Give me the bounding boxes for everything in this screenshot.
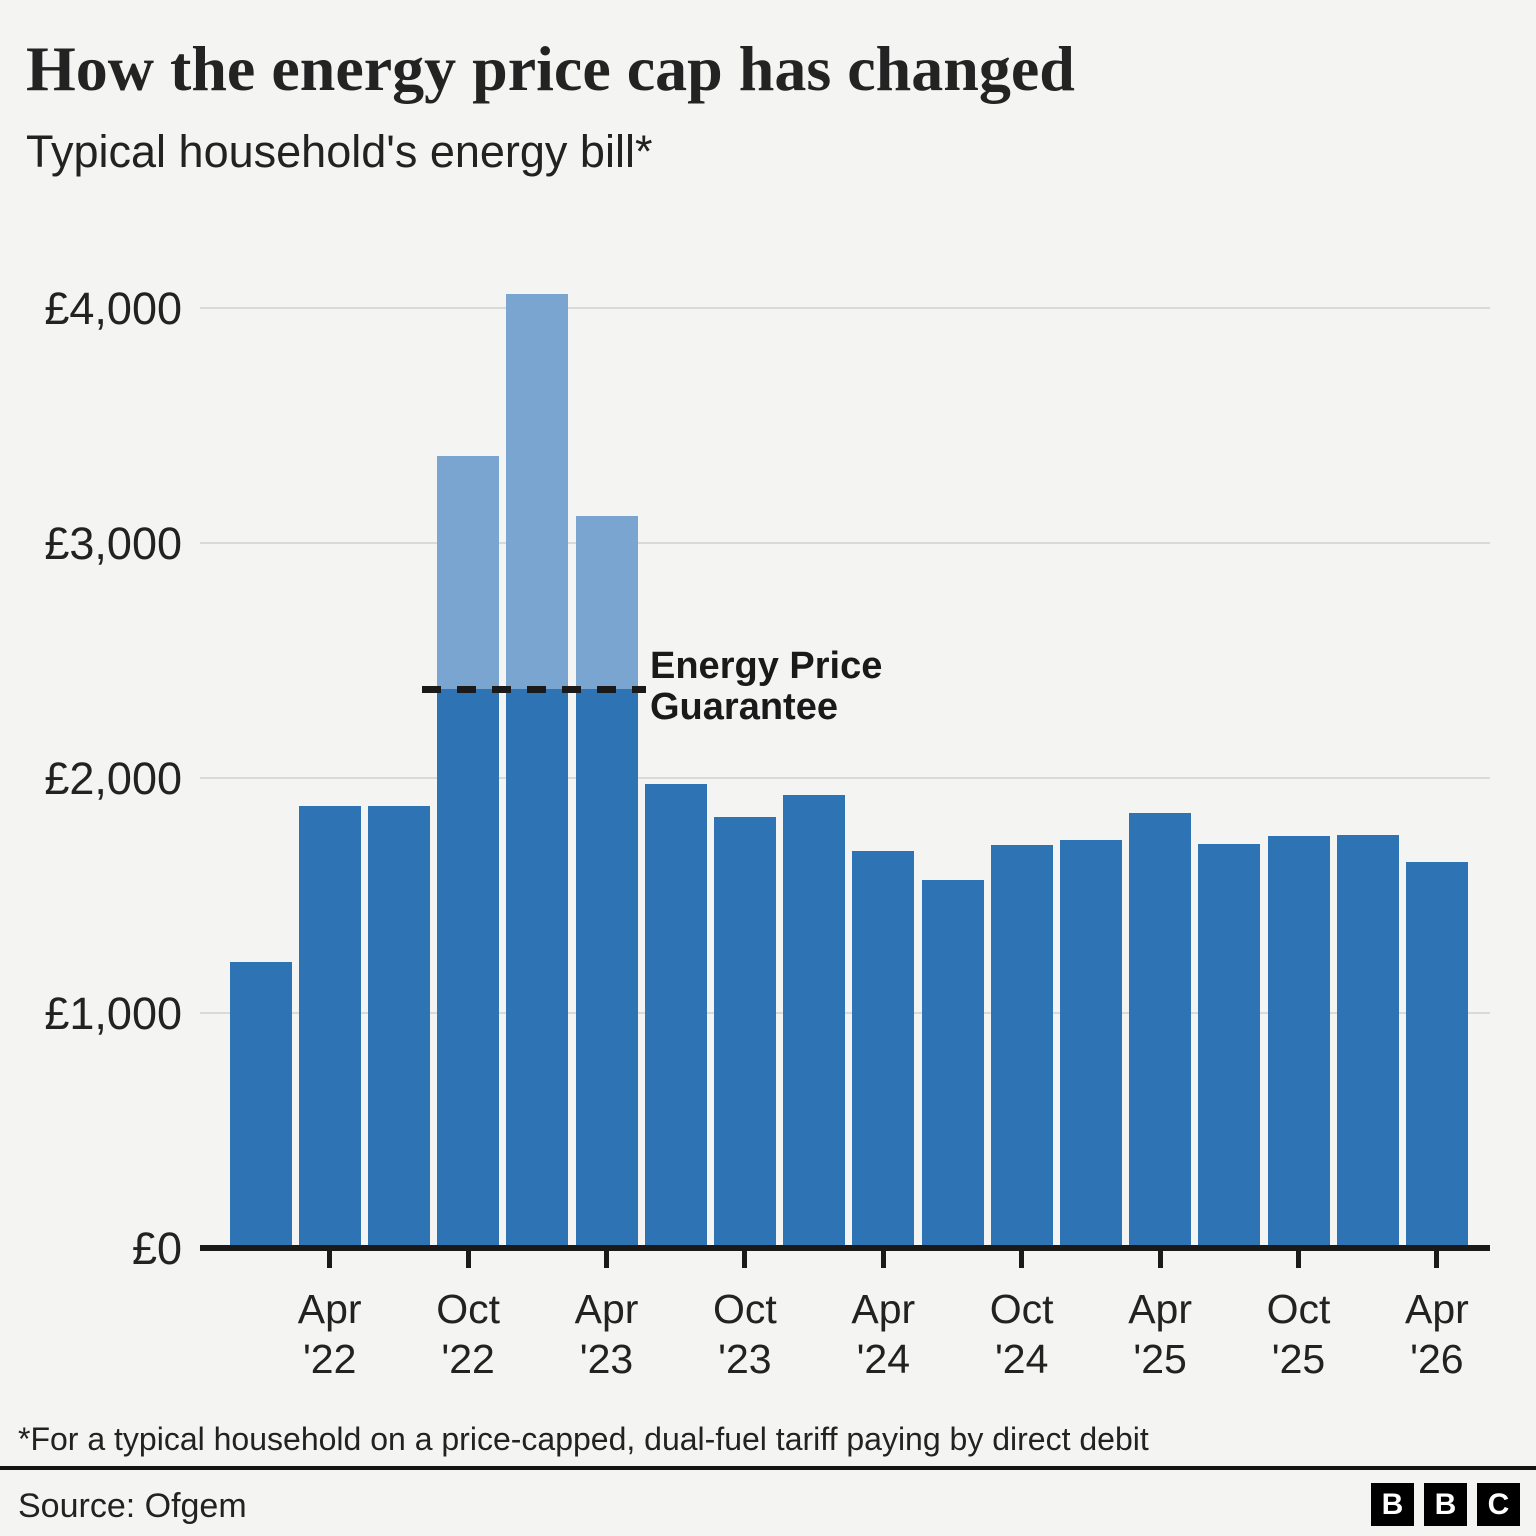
x-tick-Oct-'24	[1019, 1251, 1025, 1268]
x-axis-label-Apr-'25: Apr '25	[1128, 1286, 1192, 1382]
bar-Oct '23	[714, 817, 776, 1248]
bar-above-guarantee-Apr '23	[576, 515, 638, 689]
x-axis-label-Oct-'24: Oct '24	[989, 1286, 1054, 1382]
footer-divider	[0, 1466, 1536, 1470]
x-axis-label-Apr-'22: Apr '22	[297, 1286, 362, 1382]
y-axis-label-0: £0	[131, 1223, 182, 1274]
x-axis-label-Apr-'23: Apr '23	[574, 1286, 639, 1382]
energy-price-guarantee-annotation-line2: Guarantee	[650, 686, 838, 728]
x-tick-Oct-'25	[1296, 1251, 1301, 1268]
gridline-3000	[200, 542, 1490, 544]
energy-price-guarantee-annotation: Energy Price Guarantee	[650, 646, 882, 728]
bbc-logo-block-2: B	[1424, 1483, 1467, 1526]
y-axis-label-2000: £2,000	[44, 753, 182, 804]
bar-Jul '23	[645, 783, 707, 1248]
bar-Jan '25	[1060, 839, 1122, 1248]
source-label: Source: Ofgem	[18, 1487, 247, 1525]
x-tick-Apr-'24	[880, 1251, 886, 1268]
y-axis-label-4000: £4,000	[44, 283, 182, 334]
x-tick-Apr-'22	[327, 1251, 333, 1268]
bar-Jan '23	[506, 688, 568, 1248]
bbc-logo: B B C	[1371, 1483, 1520, 1526]
bbc-logo-block-3: C	[1477, 1483, 1520, 1526]
y-axis-label-1000: £1,000	[44, 988, 182, 1039]
bar-Apr '23	[576, 688, 638, 1248]
bar-above-guarantee-Jan '23	[506, 294, 568, 689]
x-axis-label-Oct-'22: Oct '22	[436, 1286, 500, 1382]
gridline-1000	[200, 1012, 1490, 1014]
gridline-4000	[200, 307, 1490, 309]
bbc-logo-block-1: B	[1371, 1483, 1414, 1526]
x-axis-label-Apr-'24: Apr '24	[851, 1286, 916, 1382]
page-subtitle: Typical household's energy bill*	[26, 126, 653, 177]
energy-price-guarantee-dashed-line	[422, 685, 646, 693]
chart-footnote: *For a typical household on a price-capp…	[18, 1421, 1149, 1457]
page-title: How the energy price cap has changed	[26, 33, 1075, 104]
bar-Apr '22	[299, 806, 361, 1248]
gridline-2000	[200, 777, 1490, 779]
bar-Apr '24	[852, 850, 914, 1248]
x-axis-label-Oct-'25: Oct '25	[1266, 1286, 1331, 1382]
x-axis-label-Oct-'23: Oct '23	[712, 1286, 777, 1382]
x-axis-line	[200, 1245, 1490, 1251]
bar-above-guarantee-Oct '22	[437, 456, 499, 689]
energy-price-guarantee-annotation-line1: Energy Price	[650, 645, 883, 687]
x-tick-Apr-'26	[1434, 1251, 1440, 1268]
x-tick-Apr-'25	[1157, 1251, 1163, 1268]
bar-Oct '22	[437, 688, 499, 1248]
x-tick-Apr-'23	[604, 1251, 609, 1268]
bar-Jul '24	[922, 879, 984, 1248]
bar-Oct '25	[1268, 835, 1330, 1248]
bar-Jan '24	[783, 794, 845, 1248]
y-axis-label-3000: £3,000	[44, 518, 182, 569]
bar-Jul '25	[1198, 843, 1260, 1248]
x-tick-Oct-'23	[742, 1251, 748, 1268]
bar-Apr '26	[1406, 861, 1468, 1248]
bar-Oct '24	[991, 844, 1053, 1248]
x-tick-Oct-'22	[465, 1251, 471, 1268]
x-axis-label-Apr-'26: Apr '26	[1404, 1286, 1469, 1382]
bar-Jan '22	[230, 962, 292, 1248]
bar-Apr '25	[1129, 813, 1191, 1248]
bar-Jul '22	[368, 806, 430, 1248]
bar-Jan '26	[1337, 834, 1399, 1248]
